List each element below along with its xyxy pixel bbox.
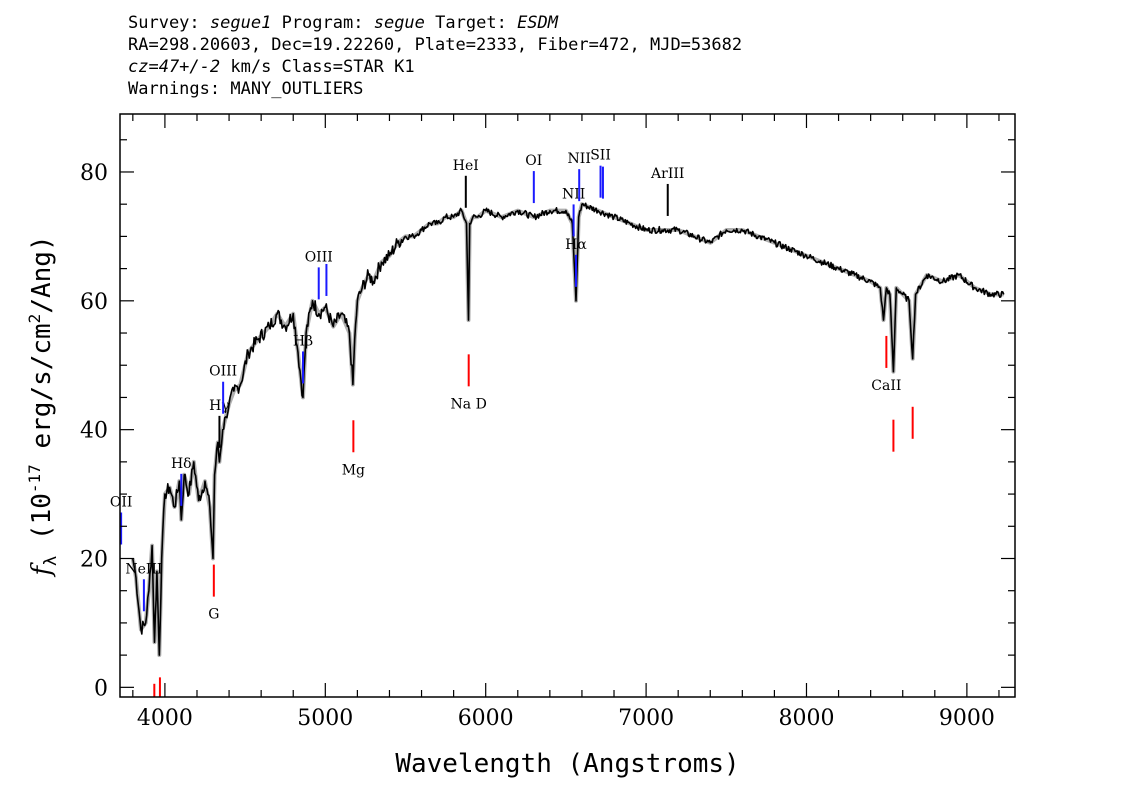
line-label: OI [525,153,542,169]
y-tick-label: 20 [80,547,108,572]
x-tick-label: 9000 [939,706,995,731]
flux-line [132,202,1005,656]
cz-value: cz=47+/-2 [128,57,221,77]
x-tick-label: 4000 [137,706,193,731]
x-tick-label: 8000 [778,706,834,731]
y-tick-label: 40 [80,419,108,444]
line-label: ArIII [650,166,684,182]
x-axis-title: Wavelength (Angstroms) [395,749,739,779]
x-tick-label: 5000 [297,706,353,731]
line-label: Mg [342,462,365,478]
line-label: NII [562,186,585,202]
line-label: NII [568,151,591,167]
line-label: Hβ [293,333,313,349]
x-tick-label: 7000 [618,706,674,731]
target-label: Target: [435,13,507,33]
line-label: Hδ [171,456,192,472]
line-label: Hγ [209,398,230,414]
line-label: OII [110,494,133,510]
y-tick-label: 80 [80,161,108,186]
line-label: CaII [871,378,901,394]
program-label: Program: [281,13,364,33]
x-tick-label: 6000 [458,706,514,731]
y-tick-label: 0 [94,676,108,701]
spectrum-header: Survey: segue1 Program: segue Target: ES… [128,12,1028,100]
line-label: Na D [451,396,487,412]
flux-error-band [130,202,1004,658]
target-value: ESDM [517,13,559,33]
cz-class: km/s Class=STAR K1 [230,57,415,77]
line-label: OIII [209,364,237,380]
y-tick-label: 60 [80,290,108,315]
line-label: HeI [453,158,479,174]
y-axis-title: fλ (10-17 erg/s/cm2/Ang) [25,235,61,577]
header-line-2: RA=298.20603, Dec=19.22260, Plate=2333, … [128,35,743,55]
header-line-3: cz=47+/-2 km/s Class=STAR K1 [128,56,1028,78]
line-label: OIII [305,249,333,265]
line-label: Hα [565,237,587,253]
header-warnings: Warnings: MANY_OUTLIERS [128,79,364,99]
program-value: segue [373,13,425,33]
axis-ticks: 4000 5000 6000 7000 8000 9000 0 20 40 60 80 [80,114,1015,731]
line-label: SII [590,148,611,164]
survey-value: segue1 [209,13,272,33]
survey-label: Survey: [128,13,200,33]
plot-frame [119,113,1016,698]
line-label: G [208,607,219,623]
header-line-1: Survey: segue1 Program: segue Target: ES… [128,12,1028,34]
line-label: NeIII [125,561,162,577]
